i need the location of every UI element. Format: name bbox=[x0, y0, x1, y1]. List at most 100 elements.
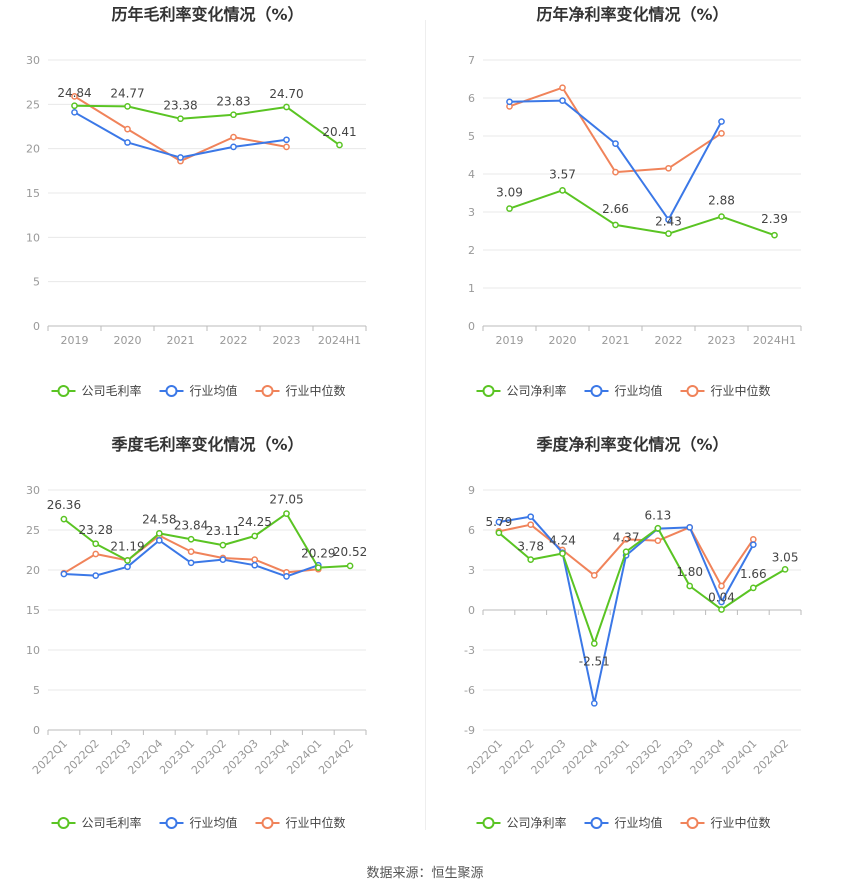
legend-item-avg[interactable]: 行业均值 bbox=[584, 815, 663, 830]
data-source-note: 数据来源：恒生聚源 bbox=[366, 866, 484, 881]
data-point-avg[interactable] bbox=[612, 140, 619, 147]
data-point-company[interactable] bbox=[612, 221, 619, 229]
data-point-avg[interactable] bbox=[251, 561, 259, 569]
data-label: 3.78 bbox=[517, 540, 544, 554]
data-point-company[interactable] bbox=[346, 562, 354, 570]
data-point-company[interactable] bbox=[654, 524, 662, 532]
legend-item-company[interactable]: 公司毛利率 bbox=[51, 815, 142, 830]
legend-item-median[interactable]: 行业中位数 bbox=[680, 815, 771, 830]
data-point-avg[interactable] bbox=[686, 523, 694, 531]
data-point-company[interactable] bbox=[559, 550, 566, 557]
data-point-avg[interactable] bbox=[230, 143, 237, 151]
data-point-median[interactable] bbox=[230, 133, 237, 141]
data-point-median[interactable] bbox=[71, 93, 78, 100]
data-point-avg[interactable] bbox=[60, 570, 68, 578]
data-label: 23.84 bbox=[174, 518, 208, 532]
data-point-avg[interactable] bbox=[219, 556, 227, 563]
data-point-median[interactable] bbox=[559, 84, 566, 92]
data-point-median[interactable] bbox=[665, 164, 672, 172]
data-point-company[interactable] bbox=[336, 141, 343, 149]
data-point-company[interactable] bbox=[283, 103, 290, 111]
data-point-company[interactable] bbox=[495, 529, 503, 537]
data-point-avg[interactable] bbox=[665, 216, 672, 223]
legend-item-company[interactable]: 公司毛利率 bbox=[51, 383, 142, 398]
data-point-median[interactable] bbox=[654, 537, 662, 545]
data-point-median[interactable] bbox=[92, 550, 100, 558]
data-point-median[interactable] bbox=[749, 535, 757, 543]
data-point-company[interactable] bbox=[749, 584, 757, 592]
data-point-avg[interactable] bbox=[71, 108, 78, 116]
data-point-company[interactable] bbox=[314, 564, 322, 572]
legend-item-median[interactable]: 行业中位数 bbox=[255, 383, 346, 398]
data-point-avg[interactable] bbox=[283, 136, 290, 144]
data-point-median[interactable] bbox=[622, 535, 630, 543]
data-point-company[interactable] bbox=[781, 565, 789, 573]
data-point-avg[interactable] bbox=[495, 518, 503, 526]
data-label: 24.77 bbox=[110, 86, 144, 100]
legend-item-median[interactable]: 行业中位数 bbox=[255, 815, 346, 830]
legend-item-avg[interactable]: 行业均值 bbox=[159, 815, 238, 830]
data-point-company[interactable] bbox=[219, 541, 227, 549]
legend-marker bbox=[482, 817, 495, 829]
data-point-avg[interactable] bbox=[718, 598, 725, 606]
data-point-company[interactable] bbox=[590, 640, 598, 647]
x-tick-label: 2023 bbox=[708, 334, 736, 347]
legend-label: 公司毛利率 bbox=[82, 383, 142, 398]
data-point-median[interactable] bbox=[251, 556, 259, 563]
legend-item-avg[interactable]: 行业均值 bbox=[584, 383, 663, 398]
legend-item-company[interactable]: 公司净利率 bbox=[476, 383, 567, 398]
data-point-median[interactable] bbox=[283, 143, 290, 151]
data-point-company[interactable] bbox=[718, 606, 725, 613]
data-point-avg[interactable] bbox=[283, 573, 290, 580]
data-point-median[interactable] bbox=[718, 582, 725, 590]
data-point-company[interactable] bbox=[60, 515, 68, 523]
data-point-company[interactable] bbox=[283, 510, 290, 517]
chart-title: 历年毛利率变化情况（%） bbox=[111, 5, 303, 24]
data-point-avg[interactable] bbox=[177, 154, 184, 161]
data-point-company[interactable] bbox=[71, 102, 78, 110]
data-point-company[interactable] bbox=[559, 186, 566, 194]
legend-item-median[interactable]: 行业中位数 bbox=[680, 383, 771, 398]
data-point-company[interactable] bbox=[665, 230, 672, 238]
data-point-median[interactable] bbox=[590, 571, 598, 579]
legend-item-avg[interactable]: 行业均值 bbox=[159, 383, 238, 398]
data-label: 3.09 bbox=[496, 186, 523, 200]
legend-marker bbox=[165, 817, 178, 829]
data-point-median[interactable] bbox=[612, 168, 619, 176]
data-point-avg[interactable] bbox=[506, 98, 513, 106]
data-point-company[interactable] bbox=[155, 530, 163, 537]
data-point-avg[interactable] bbox=[749, 541, 757, 549]
data-point-company[interactable] bbox=[718, 213, 725, 220]
data-label: 20.41 bbox=[322, 125, 356, 139]
data-point-company[interactable] bbox=[124, 557, 131, 564]
data-point-avg[interactable] bbox=[155, 537, 163, 544]
data-point-avg[interactable] bbox=[124, 139, 131, 146]
data-point-avg[interactable] bbox=[92, 572, 100, 579]
data-point-company[interactable] bbox=[622, 548, 630, 556]
legend-item-company[interactable]: 公司净利率 bbox=[476, 815, 567, 830]
data-point-avg[interactable] bbox=[718, 118, 725, 125]
data-point-company[interactable] bbox=[92, 540, 100, 548]
data-point-avg[interactable] bbox=[559, 97, 566, 105]
data-point-avg[interactable] bbox=[590, 699, 598, 707]
data-point-median[interactable] bbox=[527, 521, 535, 529]
data-point-company[interactable] bbox=[230, 111, 237, 119]
y-tick-label: -3 bbox=[464, 644, 475, 657]
data-point-company[interactable] bbox=[506, 205, 513, 212]
legend-marker bbox=[261, 385, 274, 397]
data-point-median[interactable] bbox=[718, 129, 725, 137]
data-point-company[interactable] bbox=[251, 532, 259, 540]
data-label: 2.39 bbox=[761, 212, 788, 226]
data-point-median[interactable] bbox=[124, 125, 131, 133]
data-point-company[interactable] bbox=[527, 556, 535, 563]
x-tick-label: 2019 bbox=[61, 334, 89, 347]
data-point-company[interactable] bbox=[177, 115, 184, 123]
data-point-avg[interactable] bbox=[124, 563, 131, 571]
data-point-median[interactable] bbox=[187, 548, 195, 555]
data-point-company[interactable] bbox=[686, 582, 694, 590]
data-point-company[interactable] bbox=[771, 231, 778, 239]
data-point-avg[interactable] bbox=[527, 513, 535, 521]
data-point-avg[interactable] bbox=[187, 559, 195, 567]
data-point-company[interactable] bbox=[187, 535, 195, 543]
data-point-company[interactable] bbox=[124, 103, 131, 110]
